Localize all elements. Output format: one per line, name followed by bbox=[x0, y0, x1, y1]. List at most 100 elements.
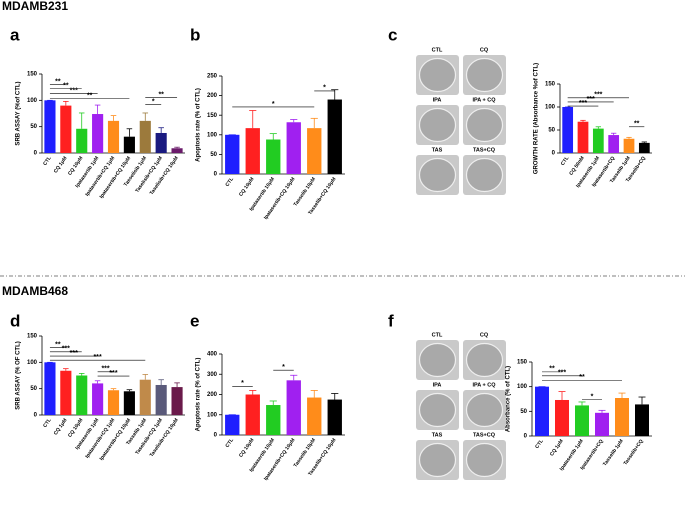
x-tick-label: CTL bbox=[224, 437, 234, 448]
bar bbox=[123, 391, 135, 415]
bar bbox=[171, 148, 183, 153]
bar bbox=[327, 399, 342, 435]
y-tick-label: 200 bbox=[207, 93, 218, 99]
section-title: MDAMB468 bbox=[2, 284, 68, 298]
y-tick-label: 50 bbox=[520, 409, 527, 415]
y-tick-label: 250 bbox=[207, 74, 218, 80]
bar bbox=[123, 136, 135, 153]
well-dish bbox=[465, 392, 504, 428]
x-tick-label: CQ 1μM bbox=[53, 155, 69, 174]
well-dish bbox=[418, 107, 457, 143]
bar bbox=[76, 128, 88, 153]
y-tick-label: 400 bbox=[207, 352, 218, 358]
bar bbox=[92, 114, 104, 153]
well-dish bbox=[465, 57, 504, 93]
bar bbox=[107, 120, 120, 153]
panel-label: b bbox=[190, 25, 200, 44]
bar bbox=[245, 128, 260, 174]
significance-label: *** bbox=[94, 354, 102, 361]
well-label: CTL bbox=[432, 332, 443, 338]
significance-label: ** bbox=[63, 83, 69, 90]
well-label: TAS bbox=[432, 147, 443, 153]
y-axis-label: Apoptosis rate (% of CTL) bbox=[196, 88, 202, 162]
y-tick-label: 150 bbox=[545, 82, 556, 88]
well-label: IPA bbox=[433, 97, 442, 103]
well-dish bbox=[465, 107, 504, 143]
significance-label: * bbox=[152, 98, 155, 105]
well-dish bbox=[418, 392, 457, 428]
significance-label: * bbox=[323, 85, 326, 92]
panel-label: a bbox=[10, 25, 20, 44]
y-axis-label: Apoptosis rate (% of CTL) bbox=[196, 358, 202, 432]
panel-label: d bbox=[10, 311, 20, 330]
y-tick-label: 50 bbox=[548, 128, 555, 134]
well-dish bbox=[418, 57, 457, 93]
significance-label: *** bbox=[70, 350, 78, 357]
well-label: IPA + CQ bbox=[472, 382, 496, 388]
panel-label: c bbox=[388, 25, 397, 44]
bar bbox=[76, 375, 88, 415]
significance-label: *** bbox=[70, 87, 78, 94]
well-label: IPA + CQ bbox=[472, 97, 496, 103]
significance-label: * bbox=[591, 393, 594, 400]
y-axis-label: Absorbance (% of CTL) bbox=[506, 366, 512, 432]
significance-label: ** bbox=[55, 78, 61, 85]
bar bbox=[266, 405, 281, 435]
y-axis-label: GROWTH RATE (Absorbance %of CTL) bbox=[534, 63, 540, 174]
bar bbox=[44, 362, 56, 415]
bar bbox=[615, 398, 629, 436]
y-tick-label: 0 bbox=[524, 434, 528, 440]
well-dish bbox=[465, 157, 504, 193]
bar bbox=[139, 120, 151, 153]
significance-label: *** bbox=[109, 370, 117, 377]
significance-label: *** bbox=[101, 366, 109, 373]
x-tick-label: CTL bbox=[42, 417, 52, 428]
y-tick-label: 0 bbox=[552, 151, 556, 157]
x-tick-label: CQ 10μM bbox=[238, 437, 255, 458]
y-tick-label: 150 bbox=[207, 113, 218, 119]
bar bbox=[266, 139, 281, 174]
y-tick-label: 100 bbox=[545, 105, 556, 111]
well-dish bbox=[465, 442, 504, 478]
bar bbox=[592, 128, 604, 153]
bar bbox=[327, 99, 342, 174]
y-tick-label: 100 bbox=[27, 360, 38, 366]
significance-label: *** bbox=[62, 346, 70, 353]
significance-label: ** bbox=[549, 366, 555, 373]
x-tick-label: Taselisib+CQ 10μM bbox=[149, 417, 180, 458]
bar bbox=[623, 138, 635, 153]
bar bbox=[577, 121, 589, 153]
y-tick-label: 150 bbox=[27, 72, 38, 78]
bar bbox=[171, 387, 183, 415]
y-tick-label: 100 bbox=[207, 412, 218, 418]
well-label: CQ bbox=[480, 332, 489, 338]
significance-label: * bbox=[282, 364, 285, 371]
significance-label: *** bbox=[579, 100, 587, 107]
bar bbox=[155, 132, 167, 153]
bar bbox=[307, 128, 322, 174]
bar bbox=[286, 122, 301, 174]
significance-label: *** bbox=[594, 92, 602, 99]
well-dish bbox=[418, 157, 457, 193]
bar bbox=[575, 405, 589, 436]
y-tick-label: 50 bbox=[30, 386, 37, 392]
x-tick-label: CTL bbox=[42, 155, 52, 166]
y-tick-label: 0 bbox=[214, 433, 218, 439]
y-tick-label: 100 bbox=[207, 132, 218, 138]
y-axis-label: SRB ASSAY (% OF CTL) bbox=[16, 341, 22, 409]
x-tick-label: Tasselib 1μM bbox=[602, 438, 625, 467]
x-tick-label: CQ 1μM bbox=[53, 417, 69, 436]
bar bbox=[635, 404, 649, 436]
y-tick-label: 200 bbox=[207, 392, 218, 398]
x-tick-label: CQ 1μM bbox=[549, 438, 565, 457]
bar bbox=[535, 386, 549, 436]
well-label: IPA bbox=[433, 382, 442, 388]
bar bbox=[608, 135, 620, 153]
bar bbox=[44, 100, 56, 153]
significance-label: *** bbox=[587, 96, 595, 103]
bar bbox=[139, 379, 151, 415]
bar bbox=[107, 390, 120, 415]
y-tick-label: 50 bbox=[30, 124, 37, 130]
y-tick-label: 0 bbox=[34, 151, 38, 157]
